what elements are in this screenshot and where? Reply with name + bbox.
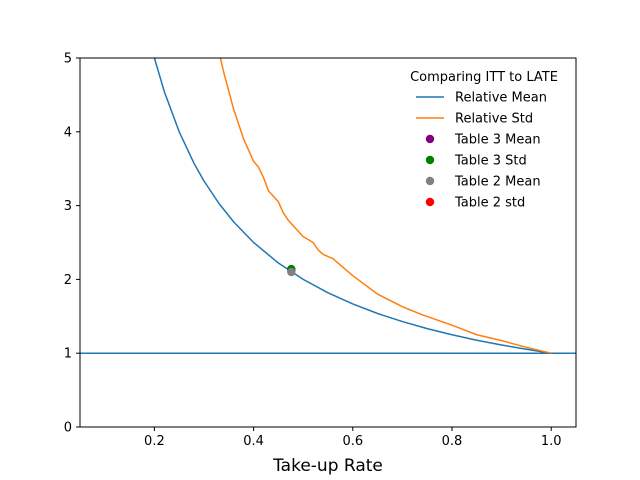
series-line-relative-std: [219, 58, 552, 354]
x-axis-label: Take-up Rate: [272, 456, 383, 476]
y-tick-label: 3: [64, 199, 72, 214]
legend-swatch-table-3-std: [425, 155, 435, 165]
x-tick-label: 0.4: [243, 434, 264, 449]
legend: Comparing ITT to LATE Relative Mean Relat…: [410, 70, 558, 211]
y-tick-label: 0: [64, 421, 72, 436]
plot-frame: [79, 57, 577, 428]
x-tick-label: 0.8: [442, 434, 463, 449]
legend-entry-table-3-std: Table 3 Std: [454, 154, 527, 169]
x-tick-label: 0.2: [144, 434, 165, 449]
legend-swatch-table-2-mean: [425, 176, 435, 186]
y-tick-label: 1: [64, 347, 72, 362]
x-tick-label: 1.0: [541, 434, 562, 449]
legend-entry-relative-mean: Relative Mean: [455, 91, 547, 106]
point-table-2-mean: [287, 267, 296, 277]
y-tick-label: 4: [64, 125, 72, 140]
series-layer: [80, 58, 576, 354]
plot-area: [80, 58, 576, 427]
x-tick-label: 0.6: [342, 434, 363, 449]
legend-swatch-table-3-mean: [425, 134, 435, 144]
series-line-relative-mean: [153, 58, 552, 354]
y-tick-label: 2: [64, 273, 72, 288]
x-axis: 0.2 0.4 0.6 0.8 1.0: [144, 427, 562, 449]
legend-title: Comparing ITT to LATE: [410, 70, 558, 85]
y-axis: 0 1 2 3 4 5: [64, 52, 80, 436]
legend-entry-table-2-mean: Table 2 Mean: [454, 175, 541, 190]
legend-entry-relative-std: Relative Std: [455, 112, 533, 127]
legend-entry-table-2-std: Table 2 std: [454, 196, 525, 211]
legend-entry-table-3-mean: Table 3 Mean: [454, 133, 541, 148]
legend-swatch-table-2-std: [425, 197, 435, 207]
y-tick-label: 5: [64, 52, 72, 67]
